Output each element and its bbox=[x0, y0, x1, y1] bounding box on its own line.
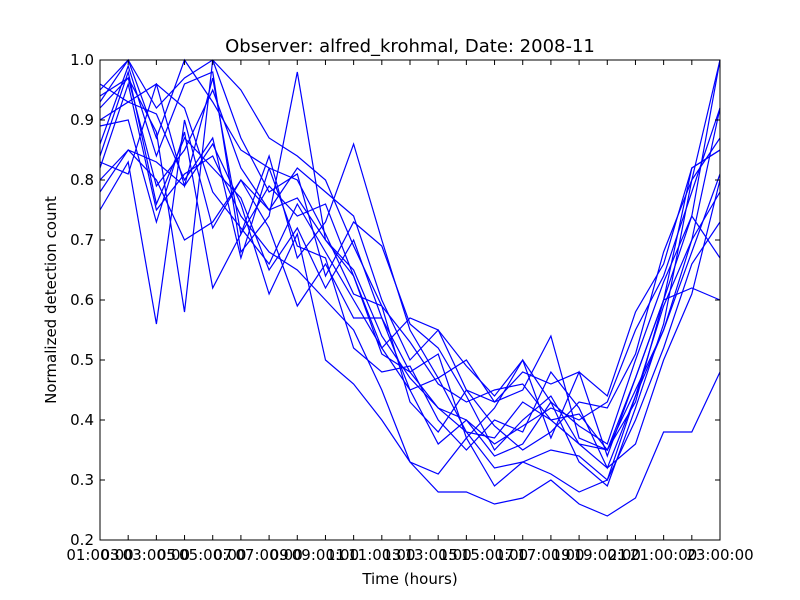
x-tick-label-overlap: 15 bbox=[439, 546, 458, 564]
x-tick-label-overlap: 21 bbox=[608, 546, 627, 564]
x-tick-label-overlap: 19 bbox=[552, 546, 571, 564]
x-tick-label-overlap: 17 bbox=[495, 546, 514, 564]
x-tick-label: 01:00:00 bbox=[66, 546, 133, 564]
x-tick-label-overlap: 11 bbox=[326, 546, 345, 564]
tick-layer bbox=[99, 59, 721, 541]
y-axis-label: Normalized detection count bbox=[42, 196, 60, 404]
series-line-9 bbox=[99, 58, 721, 470]
series-line-6 bbox=[99, 59, 721, 452]
x-axis-label: Time (hours) bbox=[361, 570, 457, 588]
x-tick-label-overlap: 09 bbox=[270, 546, 289, 564]
x-tick-label: 09:00:00 bbox=[292, 546, 359, 564]
x-tick-label: 07:00:00 bbox=[235, 546, 302, 564]
x-tick-label-overlap: 13 bbox=[382, 546, 401, 564]
series-line-13 bbox=[99, 59, 721, 451]
x-tick-label: 11:00:00 bbox=[348, 546, 415, 564]
series-layer bbox=[99, 58, 721, 517]
series-line-2 bbox=[99, 76, 721, 482]
x-tick-label-overlap: 03 bbox=[101, 546, 120, 564]
x-tick-label-overlap: 05 bbox=[157, 546, 176, 564]
x-tick-label: 15:00:00 bbox=[461, 546, 528, 564]
y-tick-label: 0.6 bbox=[70, 291, 94, 309]
y-tick-label: 0.9 bbox=[70, 111, 94, 129]
y-tick-label: 0.7 bbox=[70, 231, 94, 249]
y-tick-label: 1.0 bbox=[70, 51, 94, 69]
x-tick-label: 23:00:00 bbox=[686, 546, 753, 564]
y-tick-label: 0.2 bbox=[70, 531, 94, 549]
chart-title: Observer: alfred_krohmal, Date: 2008-11 bbox=[225, 36, 595, 57]
tick-label-layer: 0.2 0.3 0.4 0.5 0.6 0.7 0.8 0.9 1.0 01:00:0003:00… bbox=[66, 51, 753, 564]
x-tick-label: 13:00:00 bbox=[404, 546, 471, 564]
y-tick-label: 0.5 bbox=[70, 351, 94, 369]
y-tick-label: 0.8 bbox=[70, 171, 94, 189]
y-tick-label: 0.3 bbox=[70, 471, 94, 489]
x-tick-label: 19:00:00 bbox=[574, 546, 641, 564]
y-tick-label: 0.4 bbox=[70, 411, 94, 429]
x-tick-label: 03:00:00 bbox=[123, 546, 190, 564]
series-line-14 bbox=[99, 69, 721, 488]
x-tick-label: 21:00:00 bbox=[630, 546, 697, 564]
series-line-7 bbox=[99, 119, 721, 403]
series-line-12 bbox=[99, 149, 721, 445]
x-tick-label: 17:00:00 bbox=[517, 546, 584, 564]
x-tick-label: 05:00:00 bbox=[179, 546, 246, 564]
x-tick-label-overlap: 07 bbox=[213, 546, 232, 564]
series-line-1 bbox=[99, 58, 721, 452]
